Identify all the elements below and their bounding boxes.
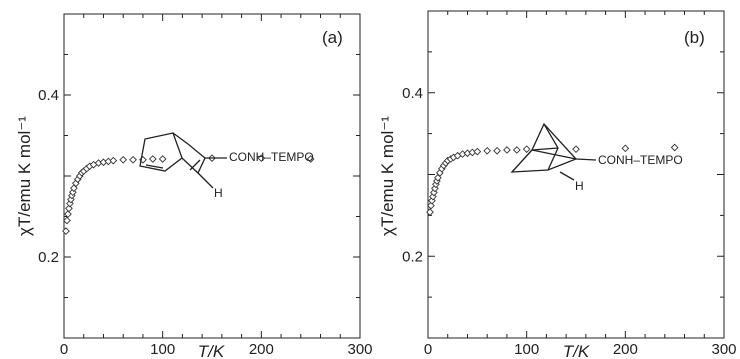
data-points-a [62,154,315,235]
x-tick-label: 0 [60,341,68,358]
x-tick-label: 300 [347,341,372,358]
data-point [148,155,157,163]
ticks-b: 0 100 200 300 0.2 0.4 [402,10,737,358]
h-label-b: H [575,179,584,193]
y-axis-label-b: χT/emu K mol⁻¹ [378,116,397,236]
structure-h-bond-b [559,171,575,181]
data-point [306,155,315,163]
data-point [512,146,521,154]
x-tick-label: 200 [249,341,274,358]
ticks-a: 0 100 200 300 0.2 0.4 [38,13,373,358]
data-point [473,147,482,156]
panel-label-b: (b) [684,28,705,47]
data-point [63,216,71,225]
y-axis-label-a: χT/emu K mol⁻¹ [15,116,34,236]
data-point [109,156,118,165]
data-point [64,210,72,218]
data-point [522,145,531,153]
data-point [119,155,128,164]
panel-label-a: (a) [322,28,343,47]
data-point [428,196,436,205]
plot-frame-b [427,10,725,339]
data-point [670,143,679,152]
structure-double-bond-a [145,164,164,169]
structure-bridge-a [172,132,206,175]
x-tick-label: 100 [514,341,539,358]
x-tick-label: 100 [150,341,175,358]
data-point [158,155,167,163]
structure-b [510,122,597,181]
y-tick-label: 0.4 [402,85,423,102]
data-points-b [426,143,679,216]
x-tick-label: 200 [613,341,638,358]
plot-frame-a [63,13,361,339]
data-point [65,204,73,213]
structure-cross-b [531,149,577,160]
x-axis-label-b: T/K [563,342,590,359]
data-point [493,146,501,155]
y-tick-label: 0.4 [38,87,59,104]
structure-double-bond-2-a [189,159,201,171]
data-point [483,146,492,155]
data-point [427,201,435,210]
data-point [572,145,580,153]
data-point [257,154,266,163]
substituent-label-b: CONH–TEMPO [598,153,683,167]
y-tick-label: 0.2 [38,249,59,266]
data-point [431,184,439,193]
data-point [67,195,75,204]
structure-cross-2-b [511,147,559,173]
structure-h-bond-a [197,172,214,189]
y-tick-label: 0.2 [402,248,423,265]
structure-ring-a [139,132,183,172]
data-point [62,227,70,235]
data-point [426,208,434,216]
structure-bond-b [575,158,597,161]
data-point [129,155,137,164]
data-point [70,184,78,192]
data-point [621,144,630,153]
x-tick-label: 0 [424,341,432,358]
substituent-label-a: CONH–TEMPO [229,150,314,164]
h-label-a: H [214,186,223,200]
x-tick-label: 300 [711,341,736,358]
x-axis-label-a: T/K [198,342,225,359]
data-point [434,173,442,182]
data-point [503,146,511,154]
structure-a [139,132,227,189]
structure-outline-b [510,122,578,173]
